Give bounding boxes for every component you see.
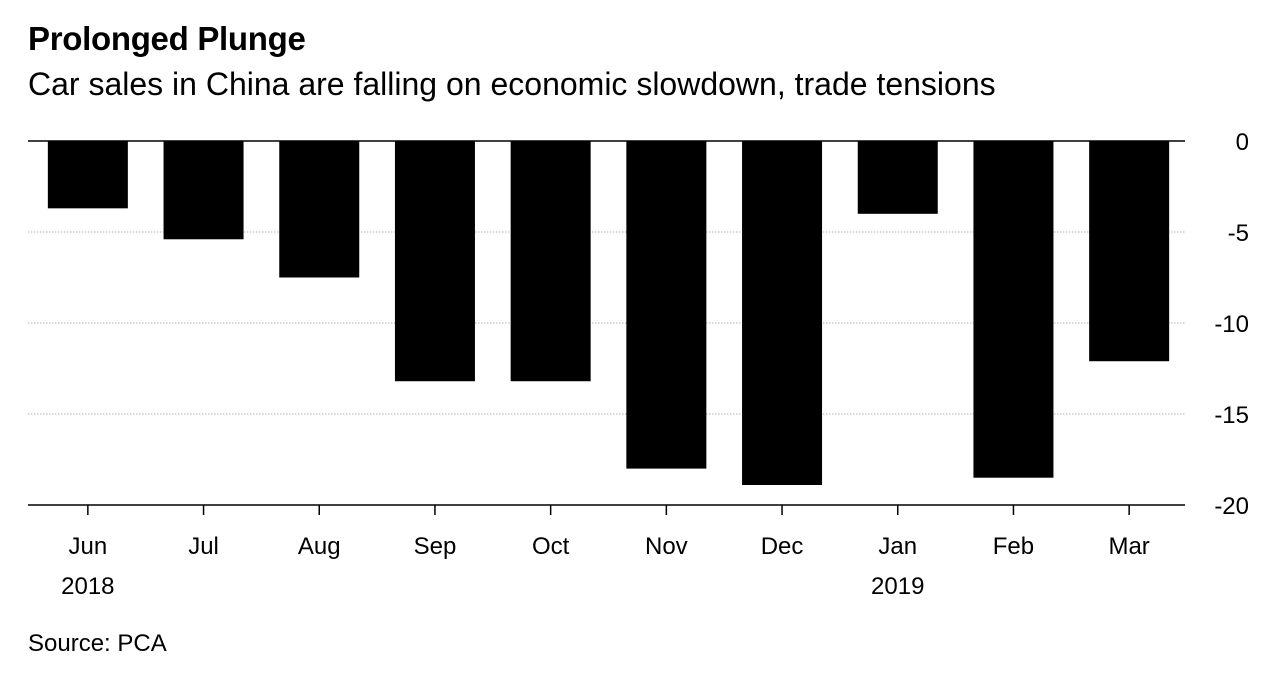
x-tick-label: Dec: [761, 533, 804, 560]
y-tick-label: 0: [1236, 129, 1249, 156]
x-tick-label: Nov: [645, 533, 688, 560]
source-note: Source: PCA: [28, 630, 167, 657]
y-axis: 0 -5 -10 -15 -20: [1214, 129, 1249, 520]
x-tick-label: Sep: [414, 533, 457, 560]
bar-nov: [626, 141, 707, 469]
x-year-label: 2019: [871, 573, 924, 600]
x-tick-label: Feb: [993, 533, 1034, 560]
y-tick-label: -20: [1214, 493, 1249, 520]
x-tick-label: Jan: [878, 533, 917, 560]
x-year-label: 2018: [61, 573, 114, 600]
bar-mar: [1089, 141, 1170, 362]
y-tick-label: -5: [1228, 220, 1249, 247]
x-tick-label: Jul: [188, 533, 219, 560]
bars: [47, 141, 1170, 485]
chart-subtitle: Car sales in China are falling on econom…: [28, 66, 996, 102]
bar-jun: [47, 141, 128, 209]
bar-aug: [279, 141, 360, 278]
x-tick-label: Mar: [1108, 533, 1149, 560]
x-tick-label: Jun: [68, 533, 107, 560]
bar-sep: [394, 141, 475, 382]
x-tick-label: Oct: [532, 533, 570, 560]
y-tick-label: -10: [1214, 311, 1249, 338]
x-axis: Jun Jul Aug Sep Oct Nov Dec Jan Feb Mar 2018 2019: [28, 504, 1185, 600]
bar-dec: [742, 141, 823, 485]
x-tick-label: Aug: [298, 533, 341, 560]
bar-jan: [857, 141, 938, 214]
bar-feb: [973, 141, 1054, 478]
bar-chart: 0 -5 -10 -15 -20 Jun Jul Aug Sep Oct Nov Dec Jan Feb…: [28, 129, 1249, 600]
bar-oct: [510, 141, 591, 382]
y-tick-label: -15: [1214, 402, 1249, 429]
chart-title: Prolonged Plunge: [28, 20, 306, 57]
bar-jul: [163, 141, 244, 240]
